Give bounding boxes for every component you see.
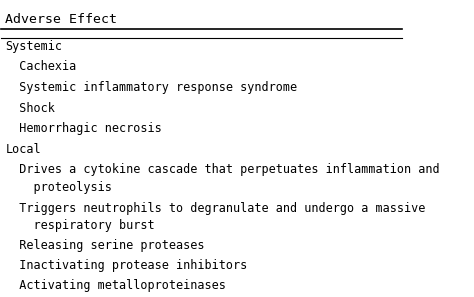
- Text: Shock: Shock: [5, 102, 55, 115]
- Text: Inactivating protease inhibitors: Inactivating protease inhibitors: [5, 259, 247, 272]
- Text: Triggers neutrophils to degranulate and undergo a massive: Triggers neutrophils to degranulate and …: [5, 202, 426, 215]
- Text: proteolysis: proteolysis: [5, 181, 112, 194]
- Text: Cachexia: Cachexia: [5, 61, 77, 73]
- Text: Drives a cytokine cascade that perpetuates inflammation and: Drives a cytokine cascade that perpetuat…: [5, 163, 440, 176]
- Text: Adverse Effect: Adverse Effect: [5, 13, 118, 26]
- Text: Activating metalloproteinases: Activating metalloproteinases: [5, 279, 226, 292]
- Text: respiratory burst: respiratory burst: [5, 219, 155, 232]
- Text: Systemic: Systemic: [5, 40, 63, 53]
- Text: Releasing serine proteases: Releasing serine proteases: [5, 239, 205, 252]
- Text: Systemic inflammatory response syndrome: Systemic inflammatory response syndrome: [5, 81, 298, 94]
- Text: Hemorrhagic necrosis: Hemorrhagic necrosis: [5, 122, 162, 135]
- Text: Local: Local: [5, 143, 41, 156]
